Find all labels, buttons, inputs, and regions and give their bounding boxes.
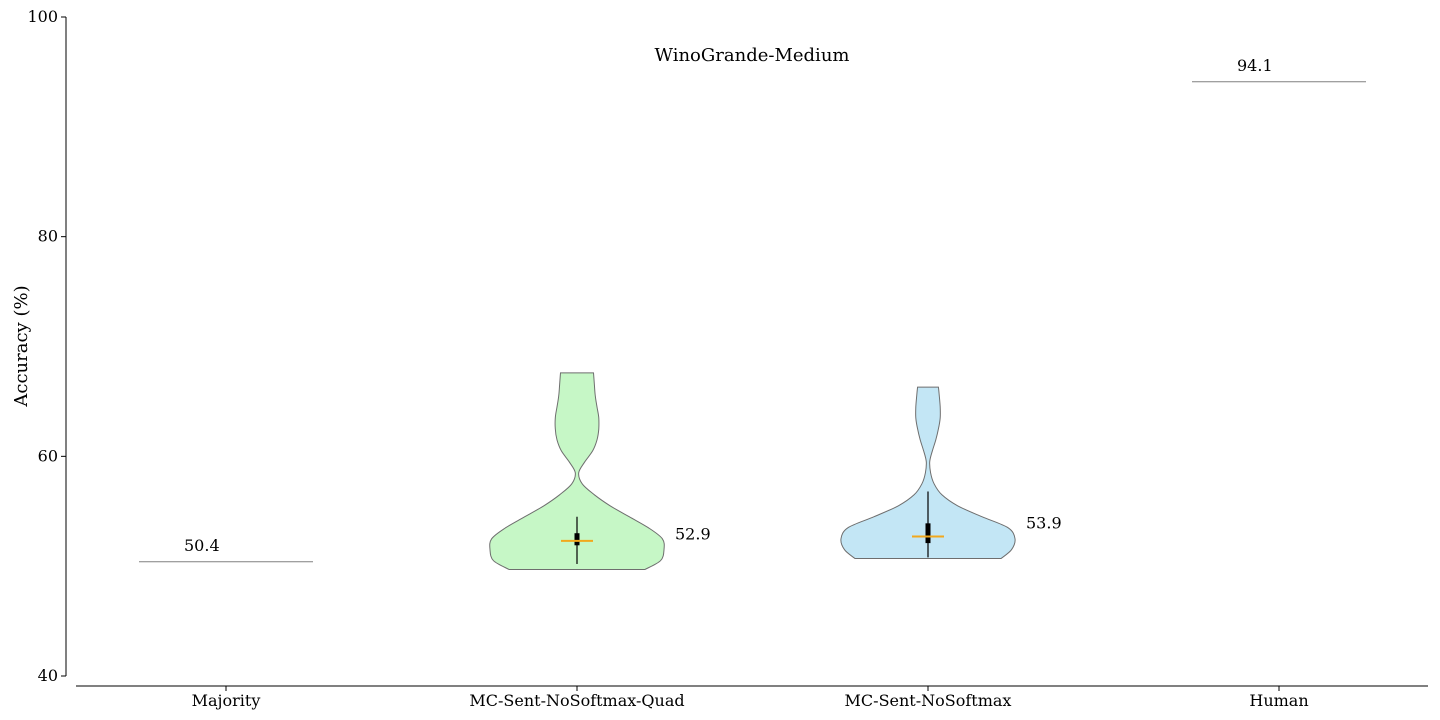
y-tick-label: 80 — [38, 227, 58, 246]
violin-body — [489, 372, 665, 570]
y-axis-title: Accuracy (%) — [11, 285, 32, 407]
chart-marks: 50.4 94.1 52.9 53.9 — [139, 56, 1366, 570]
violin-iqr-box — [574, 533, 580, 546]
value-label: 52.9 — [675, 524, 711, 543]
x-tick-label: MC-Sent-NoSoftmax-Quad — [469, 691, 684, 710]
value-label: 50.4 — [184, 536, 220, 555]
y-tick-label: 60 — [38, 446, 58, 465]
value-label: 94.1 — [1237, 56, 1273, 75]
violin-iqr-box — [925, 523, 931, 544]
y-tick-label: 40 — [38, 666, 58, 685]
violin-body — [840, 386, 1016, 559]
x-tick-label: Majority — [192, 691, 261, 710]
y-tick-label: 100 — [27, 7, 58, 26]
value-label: 53.9 — [1026, 513, 1062, 532]
chart-title: WinoGrande-Medium — [655, 45, 850, 66]
x-tick-label: MC-Sent-NoSoftmax — [845, 691, 1012, 710]
axes: 40 60 80 100 Majority MC-Sent-NoSoftmax-Quad M… — [27, 7, 1428, 710]
x-tick-label: Human — [1249, 691, 1308, 710]
